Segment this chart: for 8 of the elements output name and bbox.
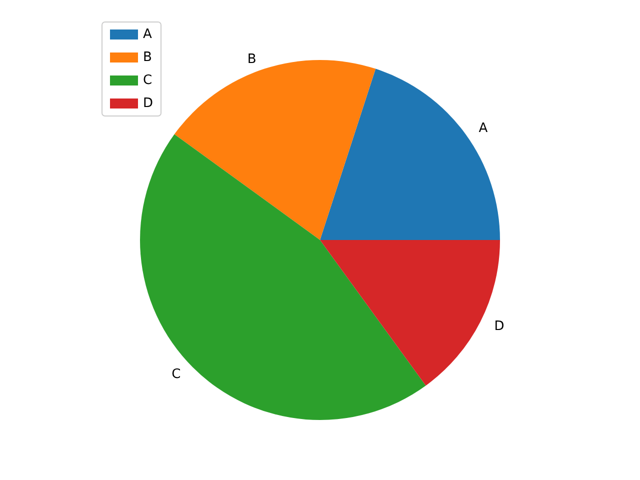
legend-label: B xyxy=(143,50,152,65)
slice-label: B xyxy=(247,52,256,67)
slice-label: A xyxy=(478,120,488,136)
legend-label: A xyxy=(143,27,152,42)
legend-label: D xyxy=(143,96,154,111)
slice-label: D xyxy=(494,318,504,334)
legend-label: C xyxy=(143,73,152,88)
slice-label: C xyxy=(172,366,181,382)
